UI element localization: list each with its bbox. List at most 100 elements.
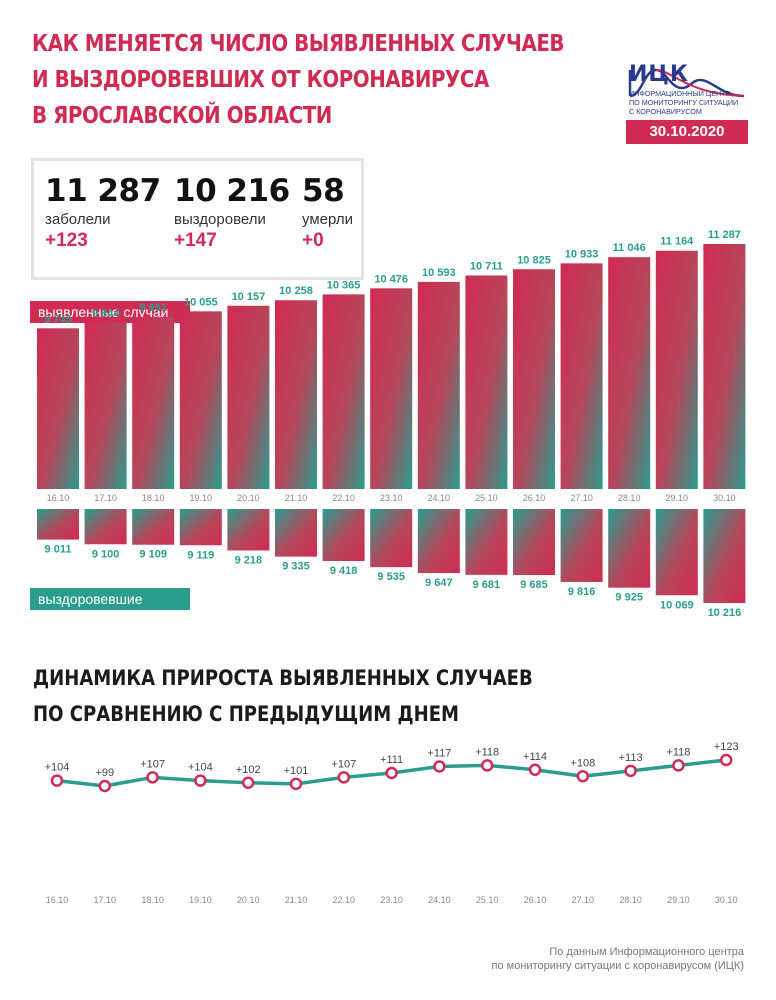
cases-value-label: 10 258 [279, 285, 313, 297]
growth-point [576, 770, 590, 783]
recovered-value-label: 9 925 [615, 592, 643, 604]
growth-date-label: 27.10 [572, 895, 595, 905]
logo-sub-line-1: Информационный центр [629, 89, 731, 98]
stat-deaths: 58 умерли +0 [302, 173, 353, 252]
growth-point [194, 774, 207, 787]
growth-value-label: +101 [284, 765, 309, 777]
recovered-bar [275, 509, 317, 557]
section2-title: ДИНАМИКА ПРИРОСТА ВЫЯВЛЕННЫХ СЛУЧАЕВ ПО … [33, 660, 533, 732]
cases-bar [84, 322, 127, 489]
growth-date-label: 18.10 [141, 895, 164, 905]
cases-value-label: 9 745 [44, 313, 72, 325]
section2-title-line-1: ДИНАМИКА ПРИРОСТА ВЫЯВЛЕННЫХ СЛУЧАЕВ [33, 666, 533, 690]
recovered-bar [370, 509, 413, 568]
growth-point [480, 759, 494, 772]
cases-value-label: 10 157 [232, 291, 266, 303]
date-tick-label: 23.10 [380, 493, 403, 503]
cases-bar [703, 244, 746, 489]
date-tick-label: 29.10 [666, 493, 689, 503]
growth-date-label: 26.10 [524, 895, 547, 905]
icc-logo-icon [628, 68, 745, 98]
cases-bar [560, 263, 603, 489]
cases-value-label: 11 287 [708, 229, 741, 241]
logo-name: ИЦК [629, 62, 689, 87]
stat-recovered-value: 10 216 [174, 173, 290, 209]
growth-point [146, 771, 159, 784]
recovered-value-label: 9 418 [330, 565, 358, 577]
growth-date-label: 28.10 [619, 895, 642, 905]
recovered-value-label: 9 685 [520, 579, 548, 591]
growth-value-label: +104 [45, 762, 70, 774]
recovered-value-label: 10 069 [660, 599, 694, 611]
growth-value-label: +99 [95, 767, 114, 779]
recovered-bar [37, 509, 79, 540]
growth-value-label: +118 [666, 746, 690, 758]
growth-value-label: +111 [380, 754, 403, 766]
recovered-bar [608, 509, 651, 588]
stat-deaths-label: умерли [302, 211, 353, 228]
cases-bar [417, 281, 460, 489]
date-tick-label: 20.10 [237, 493, 260, 503]
title-line-3: В ЯРОСЛАВСКОЙ ОБЛАСТИ [32, 103, 332, 129]
growth-date-label: 30.10 [715, 895, 738, 905]
date-tick-label: 22.10 [332, 493, 355, 503]
cases-bar [608, 257, 651, 489]
growth-point [385, 766, 398, 780]
recovered-bar [417, 509, 460, 574]
cases-bar [227, 305, 270, 489]
cases-value-label: 10 476 [374, 273, 408, 285]
date-badge: 30.10.2020 [626, 120, 748, 144]
logo-sub-line-2: по мониторингу ситуации [629, 98, 739, 107]
growth-date-label: 22.10 [333, 895, 356, 905]
recovered-bar [703, 509, 746, 603]
cases-bar-chart: 9 745 16.10 9 844 17.10 9 951 18.10 10 055 19.1… [37, 229, 746, 503]
growth-date-label: 20.10 [237, 895, 260, 905]
cases-value-label: 10 365 [327, 279, 361, 291]
recovered-value-label: 9 816 [568, 586, 596, 598]
cases-value-label: 10 825 [517, 254, 551, 266]
stat-recovered-label: выздоровели [174, 211, 266, 228]
cases-bar [322, 294, 365, 489]
growth-line-chart: +104 16.10 +99 17.10 +107 18.10 +104 19.10 +102 2… [45, 741, 739, 905]
stat-deaths-value: 58 [302, 173, 345, 209]
recovered-value-label: 9 011 [45, 544, 72, 556]
recovered-bar [84, 509, 127, 545]
date-tick-label: 18.10 [142, 493, 165, 503]
growth-point [528, 763, 542, 776]
cases-value-label: 10 711 [470, 260, 503, 272]
cases-value-label: 10 055 [184, 296, 218, 308]
title-line-2: И ВЫЗДОРОВЕВШИХ ОТ КОРОНАВИРУСА [32, 67, 489, 93]
recovered-bar [179, 509, 222, 546]
growth-point [672, 759, 685, 772]
growth-value-label: +107 [140, 758, 165, 770]
cases-bar [179, 311, 222, 489]
logo-subtitle: Информационный центр по мониторингу ситу… [629, 89, 759, 116]
stat-cases-label: заболели [45, 211, 111, 228]
cases-value-label: 11 046 [613, 242, 646, 254]
stat-recovered-delta: +147 [174, 230, 217, 251]
recovered-bar [560, 509, 603, 582]
footer-line-2: по мониторингу ситуации с коронавирусом … [491, 960, 744, 972]
logo-sub-line-3: с коронавирусом [629, 107, 702, 116]
growth-value-label: +123 [714, 741, 739, 753]
recovered-bar [132, 509, 175, 545]
stat-cases-delta: +123 [45, 230, 88, 251]
date-tick-label: 24.10 [428, 493, 451, 503]
recovered-tag: выздоровевшие [30, 588, 190, 610]
recovered-value-label: 9 100 [92, 548, 120, 560]
recovered-value-label: 9 109 [139, 549, 167, 561]
recovered-bar-chart: 9 011 9 100 9 109 9 119 9 218 9 335 9 418 9 535… [37, 509, 746, 619]
stat-recovered: 10 216 выздоровели +147 [174, 173, 290, 252]
footer-source: По данным Информационного центра по мони… [492, 945, 744, 973]
cases-value-label: 10 933 [565, 248, 599, 260]
date-tick-label: 21.10 [285, 493, 308, 503]
date-tick-label: 27.10 [570, 493, 593, 503]
cases-bar [513, 269, 555, 489]
stat-cases-value: 11 287 [45, 173, 161, 209]
date-tick-label: 28.10 [618, 493, 641, 503]
cases-bar [370, 288, 413, 489]
recovered-bar [227, 509, 270, 551]
recovered-value-label: 9 119 [187, 549, 214, 561]
growth-point [624, 764, 637, 778]
growth-value-label: +114 [523, 751, 547, 763]
